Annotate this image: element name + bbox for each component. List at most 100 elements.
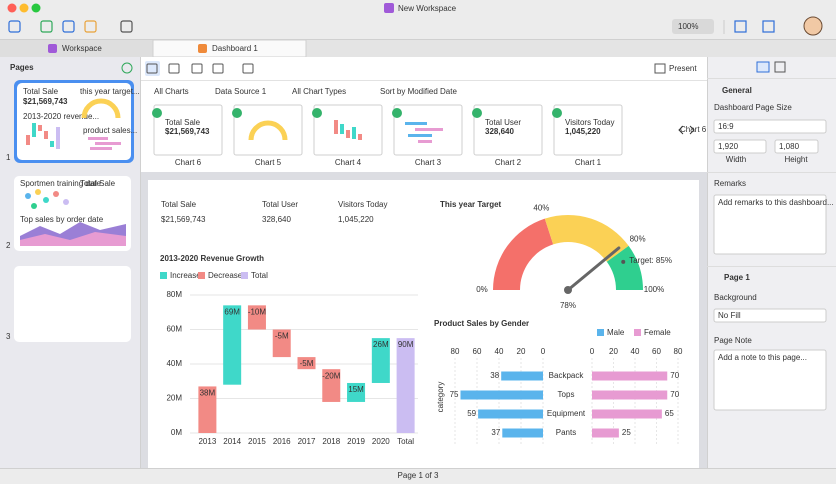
panel-tab[interactable] xyxy=(774,61,786,73)
tool-selected[interactable] xyxy=(145,61,160,76)
thumb-dot xyxy=(25,193,31,199)
x-tick-label: 60 xyxy=(473,347,482,356)
tool-button[interactable] xyxy=(146,63,158,74)
thumb-bar xyxy=(50,141,54,147)
x-tick-label: 0 xyxy=(590,347,595,356)
kpi-label: Total User xyxy=(262,200,298,209)
category-label: Pants xyxy=(556,428,576,437)
category-label: Backpack xyxy=(549,371,585,380)
thumb-text: product sales... xyxy=(83,126,137,135)
bar xyxy=(502,428,543,438)
check-icon xyxy=(152,108,162,118)
panel-tab-selected[interactable] xyxy=(756,61,770,73)
card-gauge xyxy=(248,120,288,141)
filter-dropdown[interactable]: All Charts xyxy=(154,87,189,96)
card-bar xyxy=(408,134,432,137)
editor-toolbar xyxy=(141,57,707,80)
page-thumbnail[interactable] xyxy=(14,266,131,342)
thumb-bar xyxy=(95,142,121,145)
panel-toggle[interactable] xyxy=(762,20,775,33)
gauge-band xyxy=(606,245,643,290)
present-icon[interactable] xyxy=(654,63,666,74)
filter-dropdown[interactable]: Data Source 1 xyxy=(215,87,267,96)
tool-button[interactable] xyxy=(191,63,203,74)
number-input[interactable] xyxy=(713,139,767,154)
present-button[interactable]: Present xyxy=(669,64,697,73)
tab-icon xyxy=(48,44,57,53)
window-button[interactable] xyxy=(31,3,41,13)
window-title: New Workspace xyxy=(398,4,457,13)
tool-button[interactable] xyxy=(168,63,180,74)
bar-label: 15M xyxy=(348,385,364,394)
user-avatar[interactable] xyxy=(803,16,823,36)
toolbar-button[interactable] xyxy=(62,20,75,33)
toolbar-button[interactable] xyxy=(8,20,21,33)
waterfall-bar xyxy=(347,382,366,402)
add-page-button[interactable] xyxy=(121,62,133,74)
tab-label: Workspace xyxy=(62,44,102,53)
tool-button[interactable] xyxy=(212,63,224,74)
x-tick-label: 40 xyxy=(631,347,640,356)
tab-label: Dashboard 1 xyxy=(212,44,258,53)
x-tick-label: 80 xyxy=(674,347,683,356)
thumb-dot xyxy=(43,197,49,203)
gauge-band xyxy=(493,218,554,290)
thumb-gauge xyxy=(81,98,121,119)
window-button[interactable] xyxy=(19,3,29,13)
window-button[interactable] xyxy=(7,3,17,13)
check-icon xyxy=(232,108,242,118)
chart-card[interactable] xyxy=(473,104,543,156)
thumb-text: Top sales by order date xyxy=(20,215,104,224)
number-input[interactable] xyxy=(774,139,819,154)
field-label: Dashboard Page Size xyxy=(714,103,792,112)
waterfall-bar xyxy=(198,386,217,433)
tool-button[interactable] xyxy=(242,63,254,74)
y-tick-label: 60M xyxy=(166,325,182,334)
bar xyxy=(460,390,543,400)
chart-card[interactable] xyxy=(233,104,303,156)
filter-dropdown[interactable]: All Chart Types xyxy=(292,87,346,96)
textarea[interactable] xyxy=(713,194,827,255)
textarea[interactable] xyxy=(713,349,827,411)
gauge-tick-label: 40% xyxy=(533,203,549,212)
select[interactable] xyxy=(713,308,827,323)
chart-card[interactable] xyxy=(153,104,223,156)
check-icon xyxy=(312,108,322,118)
value-label: 70 xyxy=(670,371,679,380)
chart-name: Chart 5 xyxy=(255,158,282,167)
legend-swatch xyxy=(160,272,167,279)
app-icon xyxy=(384,3,394,13)
x-tick-label: 60 xyxy=(652,347,661,356)
bar xyxy=(501,371,543,381)
toolbar-button[interactable] xyxy=(40,20,53,33)
filter-dropdown[interactable]: Sort by Modified Date xyxy=(380,87,457,96)
select[interactable] xyxy=(713,119,827,134)
toolbar-button[interactable] xyxy=(84,20,97,33)
chart-card[interactable] xyxy=(553,104,623,156)
gauge-tick-label: 0% xyxy=(476,285,488,294)
scroll-arrow[interactable] xyxy=(678,125,695,135)
waterfall-bar xyxy=(297,357,316,370)
chart-name: Chart 1 xyxy=(575,158,602,167)
target-marker xyxy=(621,259,626,264)
toolbar-button[interactable] xyxy=(120,20,133,33)
tab[interactable] xyxy=(0,40,153,57)
legend-label: Male xyxy=(607,328,625,337)
category-label: Equipment xyxy=(547,409,586,418)
width-value: 1,920 xyxy=(718,142,739,151)
panel-toggle[interactable] xyxy=(734,20,747,33)
page-number: 2 xyxy=(6,241,11,250)
card-bar xyxy=(340,124,344,134)
x-tick-label: 80 xyxy=(451,347,460,356)
card-bar xyxy=(352,127,356,139)
x-tick-label: 2020 xyxy=(372,437,390,446)
value-label: 70 xyxy=(670,390,679,399)
waterfall-bar xyxy=(272,329,291,358)
thumb-bar xyxy=(32,123,36,137)
card-text: Visitors Today xyxy=(565,118,615,127)
bar-label: 26M xyxy=(373,340,389,349)
waterfall-bar xyxy=(371,338,390,383)
chart-title: Product Sales by Gender xyxy=(434,319,529,328)
zoom-select[interactable] xyxy=(672,19,714,34)
